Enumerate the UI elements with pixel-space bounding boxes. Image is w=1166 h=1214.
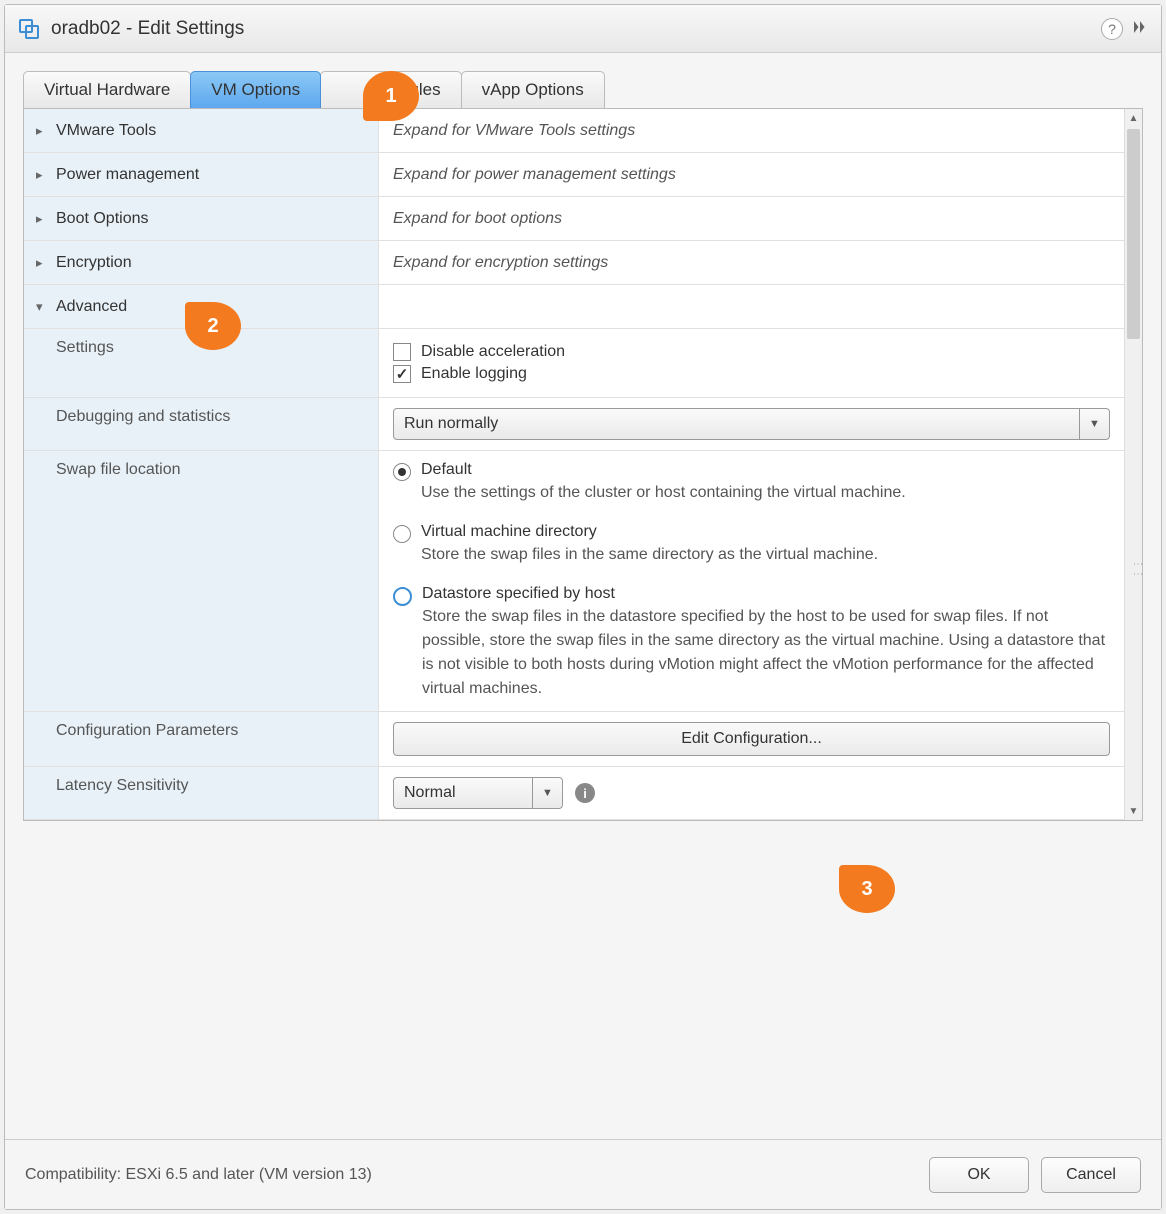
scroll-down-icon[interactable]: ▼ [1125, 802, 1142, 820]
callout-3: 3 [839, 865, 895, 913]
caret-right-icon: ▸ [36, 123, 50, 139]
encryption-label: Encryption [56, 254, 132, 272]
enable-logging-label: Enable logging [421, 365, 527, 383]
callout-1: 1 [363, 71, 419, 121]
tab-vm-options[interactable]: VM Options [190, 71, 321, 108]
advanced-spacer [379, 285, 1124, 328]
callout-2: 2 [185, 302, 241, 350]
scroll-up-icon[interactable]: ▲ [1125, 109, 1142, 127]
section-vmware-tools[interactable]: ▸ VMware Tools [24, 109, 379, 152]
scroll-thumb[interactable] [1127, 129, 1140, 339]
disable-accel-label: Disable acceleration [421, 343, 565, 361]
boot-options-label: Boot Options [56, 210, 149, 228]
debug-label: Debugging and statistics [24, 398, 379, 450]
caret-right-icon: ▸ [36, 211, 50, 227]
cancel-button[interactable]: Cancel [1041, 1157, 1141, 1193]
disable-accel-checkbox[interactable]: Disable acceleration [393, 343, 1110, 361]
tab-vapp-options[interactable]: vApp Options [461, 71, 605, 108]
swap-datastore-title: Datastore specified by host [422, 585, 1110, 603]
power-mgmt-label: Power management [56, 166, 199, 184]
chevron-down-icon: ▼ [1079, 409, 1109, 439]
compatibility-text: Compatibility: ESXi 6.5 and later (VM ve… [25, 1166, 929, 1184]
config-params-label: Configuration Parameters [24, 712, 379, 766]
vmware-tools-hint: Expand for VMware Tools settings [379, 109, 1124, 152]
content-area: ▸ VMware Tools Expand for VMware Tools s… [23, 109, 1143, 821]
expand-icon[interactable] [1131, 18, 1149, 40]
swap-datastore-desc: Store the swap files in the datastore sp… [422, 605, 1110, 701]
latency-label: Latency Sensitivity [24, 767, 379, 819]
swap-vmdir-desc: Store the swap files in the same directo… [421, 543, 1110, 567]
swap-default-desc: Use the settings of the cluster or host … [421, 481, 1110, 505]
debug-value: Run normally [394, 415, 1079, 433]
swap-default-radio[interactable]: Default Use the settings of the cluster … [393, 461, 1110, 505]
edit-configuration-button[interactable]: Edit Configuration... [393, 722, 1110, 756]
scrollbar[interactable]: ▲ ⋮⋮ ▼ [1124, 109, 1142, 820]
swap-default-title: Default [421, 461, 1110, 479]
edit-settings-dialog: 1 2 3 oradb02 - Edit Settings ? Virtual … [4, 4, 1162, 1210]
section-encryption[interactable]: ▸ Encryption [24, 241, 379, 284]
ok-button[interactable]: OK [929, 1157, 1029, 1193]
window-title: oradb02 - Edit Settings [51, 18, 244, 40]
power-mgmt-hint: Expand for power management settings [379, 153, 1124, 196]
swap-label: Swap file location [24, 451, 379, 711]
advanced-label: Advanced [56, 298, 127, 316]
swap-datastore-radio[interactable]: Datastore specified by host Store the sw… [393, 585, 1110, 701]
tabs: Virtual Hardware VM Options S Rules vApp… [23, 71, 1143, 109]
radio-icon [393, 525, 411, 543]
caret-right-icon: ▸ [36, 255, 50, 271]
enable-logging-checkbox[interactable]: Enable logging [393, 365, 1110, 383]
vm-icon [17, 17, 41, 41]
caret-right-icon: ▸ [36, 167, 50, 183]
chevron-down-icon: ▼ [532, 778, 562, 808]
encryption-hint: Expand for encryption settings [379, 241, 1124, 284]
section-boot-options[interactable]: ▸ Boot Options [24, 197, 379, 240]
radio-highlight-icon [393, 587, 412, 606]
info-icon[interactable]: i [575, 783, 595, 803]
help-icon[interactable]: ? [1101, 18, 1123, 40]
resize-grip-icon[interactable]: ⋮⋮ [1132, 559, 1143, 579]
swap-vmdir-title: Virtual machine directory [421, 523, 1110, 541]
checkbox-checked-icon [393, 365, 411, 383]
latency-dropdown[interactable]: Normal ▼ [393, 777, 563, 809]
boot-options-hint: Expand for boot options [379, 197, 1124, 240]
tab-virtual-hardware[interactable]: Virtual Hardware [23, 71, 191, 108]
caret-down-icon: ▾ [36, 299, 50, 315]
latency-value: Normal [394, 784, 532, 802]
radio-selected-icon [393, 463, 411, 481]
section-power-mgmt[interactable]: ▸ Power management [24, 153, 379, 196]
titlebar: oradb02 - Edit Settings ? [5, 5, 1161, 53]
footer: Compatibility: ESXi 6.5 and later (VM ve… [5, 1139, 1161, 1209]
swap-vmdir-radio[interactable]: Virtual machine directory Store the swap… [393, 523, 1110, 567]
debug-dropdown[interactable]: Run normally ▼ [393, 408, 1110, 440]
vmware-tools-label: VMware Tools [56, 122, 156, 140]
checkbox-icon [393, 343, 411, 361]
